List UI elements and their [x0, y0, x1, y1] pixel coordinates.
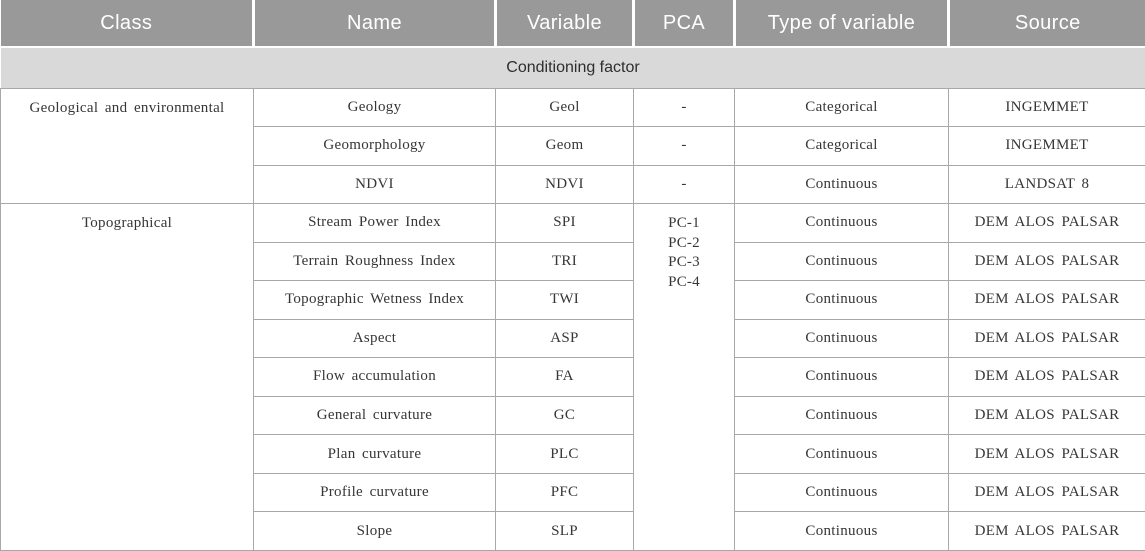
cell-type: Continuous	[734, 357, 949, 397]
section-label-conditioning-factor: Conditioning factor	[0, 47, 1145, 88]
table-row: Aspect ASP Continuous DEM ALOS PALSAR	[1, 318, 1145, 359]
cell-name: Topographic Wetness Index	[253, 280, 496, 320]
cell-variable: SPI	[495, 203, 634, 243]
cell-source: LANDSAT 8	[948, 164, 1145, 205]
cell-name: Aspect	[253, 318, 496, 359]
cell-type: Continuous	[734, 241, 949, 282]
cell-variable: Geom	[495, 126, 634, 166]
pca-component-label: PC-4	[668, 273, 700, 290]
table-row: Flow accumulation FA Continuous DEM ALOS…	[1, 357, 1145, 397]
table-row: Topographic Wetness Index TWI Continuous…	[1, 280, 1145, 320]
cell-variable: NDVI	[495, 164, 634, 205]
cell-type: Categorical	[734, 87, 949, 128]
cell-source: DEM ALOS PALSAR	[948, 511, 1145, 551]
cell-variable: ASP	[495, 318, 634, 359]
cell-source: DEM ALOS PALSAR	[948, 357, 1145, 397]
column-header-name: Name	[253, 0, 497, 48]
cell-variable: TWI	[495, 280, 634, 320]
cell-type: Continuous	[734, 318, 949, 359]
cell-variable: SLP	[495, 511, 634, 551]
table-row: Slope SLP Continuous DEM ALOS PALSAR	[1, 511, 1145, 551]
cell-name: Profile curvature	[253, 472, 496, 513]
cell-variable: FA	[495, 357, 634, 397]
pca-component-label: PC-1	[668, 215, 700, 232]
cell-name: Flow accumulation	[253, 357, 496, 397]
column-header-class: Class	[0, 0, 255, 48]
cell-name: Geology	[253, 87, 496, 128]
cell-type: Continuous	[734, 203, 949, 243]
cell-source: INGEMMET	[948, 126, 1145, 166]
table-row: Topographical Stream Power Index SPI PC-…	[0, 203, 1145, 551]
cell-pca: -	[633, 87, 735, 128]
cell-source: DEM ALOS PALSAR	[948, 318, 1145, 359]
cell-name: Terrain Roughness Index	[253, 241, 496, 282]
cell-name: General curvature	[253, 395, 496, 436]
cell-type: Continuous	[734, 434, 949, 474]
table-row: Plan curvature PLC Continuous DEM ALOS P…	[1, 434, 1145, 474]
cell-source: DEM ALOS PALSAR	[948, 203, 1145, 243]
cell-variable: PFC	[495, 472, 634, 513]
cell-source: DEM ALOS PALSAR	[948, 280, 1145, 320]
header-row: Class Name Variable PCA Type of variable…	[0, 0, 1145, 48]
cell-source: DEM ALOS PALSAR	[948, 241, 1145, 282]
cell-name: Slope	[253, 511, 496, 551]
cell-variable: TRI	[495, 241, 634, 282]
cell-variable: GC	[495, 395, 634, 436]
cell-type: Continuous	[734, 164, 949, 205]
cell-source: DEM ALOS PALSAR	[948, 434, 1145, 474]
pca-component-label: PC-3	[668, 254, 700, 271]
cell-source: DEM ALOS PALSAR	[948, 395, 1145, 436]
cell-source: DEM ALOS PALSAR	[948, 472, 1145, 513]
cell-source: INGEMMET	[948, 87, 1145, 128]
table-row: Terrain Roughness Index TRI Continuous D…	[1, 241, 1145, 282]
cell-type: Continuous	[734, 472, 949, 513]
column-header-type: Type of variable	[734, 0, 950, 48]
column-header-pca: PCA	[633, 0, 736, 48]
cell-type: Continuous	[734, 280, 949, 320]
cell-variable: Geol	[495, 87, 634, 128]
table-row: Geomorphology Geom - Categorical INGEMME…	[1, 126, 1145, 166]
cell-class-topographical: Topographical	[0, 203, 254, 551]
cell-class-geological: Geological and environmental	[0, 87, 254, 205]
cell-name: NDVI	[253, 164, 496, 205]
table-row: Geological and environmental Geology Geo…	[0, 87, 1145, 205]
cell-type: Continuous	[734, 395, 949, 436]
table-row: NDVI NDVI - Continuous LANDSAT 8	[1, 164, 1145, 205]
column-header-variable: Variable	[495, 0, 635, 48]
column-header-source: Source	[948, 0, 1145, 48]
cell-type: Categorical	[734, 126, 949, 166]
cell-type: Continuous	[734, 511, 949, 551]
table-row: Profile curvature PFC Continuous DEM ALO…	[1, 472, 1145, 513]
cell-pca: -	[633, 126, 735, 166]
cell-name: Plan curvature	[253, 434, 496, 474]
cell-pca-merged: PC-1 PC-2 PC-3 PC-4	[633, 203, 735, 551]
section-row: Conditioning factor	[0, 47, 1145, 88]
cell-name: Stream Power Index	[253, 203, 496, 243]
cell-pca: -	[633, 164, 735, 205]
cell-name: Geomorphology	[253, 126, 496, 166]
cell-variable: PLC	[495, 434, 634, 474]
pca-component-label: PC-2	[668, 234, 700, 251]
